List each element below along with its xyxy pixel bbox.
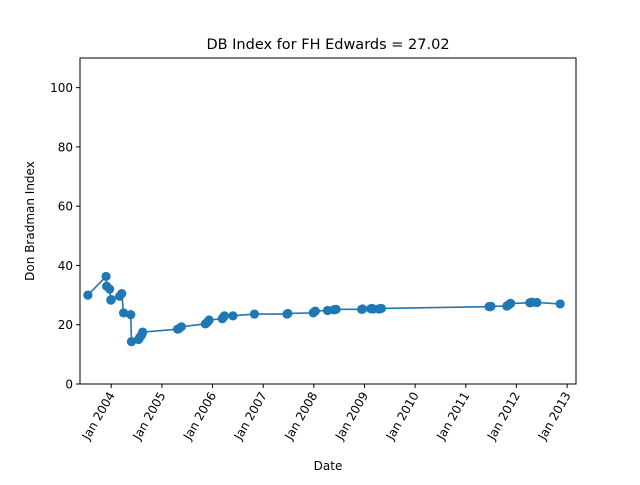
- data-point: [101, 271, 111, 282]
- data-point: [283, 308, 293, 319]
- x-axis-label: Date: [314, 459, 343, 473]
- data-layer: [83, 271, 565, 347]
- data-point: [138, 327, 148, 337]
- data-point: [376, 303, 387, 314]
- y-tick-label: 100: [50, 81, 73, 95]
- data-point: [83, 290, 93, 300]
- y-tick-label: 40: [58, 259, 73, 273]
- data-point: [126, 310, 136, 320]
- data-point: [117, 289, 127, 299]
- y-axis: 0 20 40 60 80 100: [50, 81, 80, 392]
- data-point: [204, 315, 214, 325]
- y-axis-label: Don Bradman Index: [23, 161, 37, 281]
- data-point: [219, 311, 230, 321]
- plot-frame: [79, 57, 577, 385]
- data-point: [506, 298, 516, 308]
- data-point: [176, 322, 186, 332]
- data-point: [532, 297, 542, 308]
- data-point: [105, 284, 115, 294]
- data-point: [310, 306, 320, 316]
- y-tick-label: 0: [65, 378, 73, 392]
- data-point: [486, 301, 496, 311]
- data-point: [555, 299, 565, 309]
- y-tick-label: 20: [58, 318, 73, 332]
- data-point: [126, 337, 137, 347]
- data-point: [118, 308, 129, 318]
- data-point: [249, 309, 260, 319]
- y-tick-label: 80: [58, 140, 73, 154]
- data-point: [228, 311, 238, 321]
- data-point: [358, 304, 368, 314]
- data-point: [106, 294, 116, 305]
- data-point: [331, 304, 341, 314]
- y-tick-label: 60: [58, 200, 73, 214]
- chart-title: DB Index for FH Edwards = 27.02: [206, 37, 449, 53]
